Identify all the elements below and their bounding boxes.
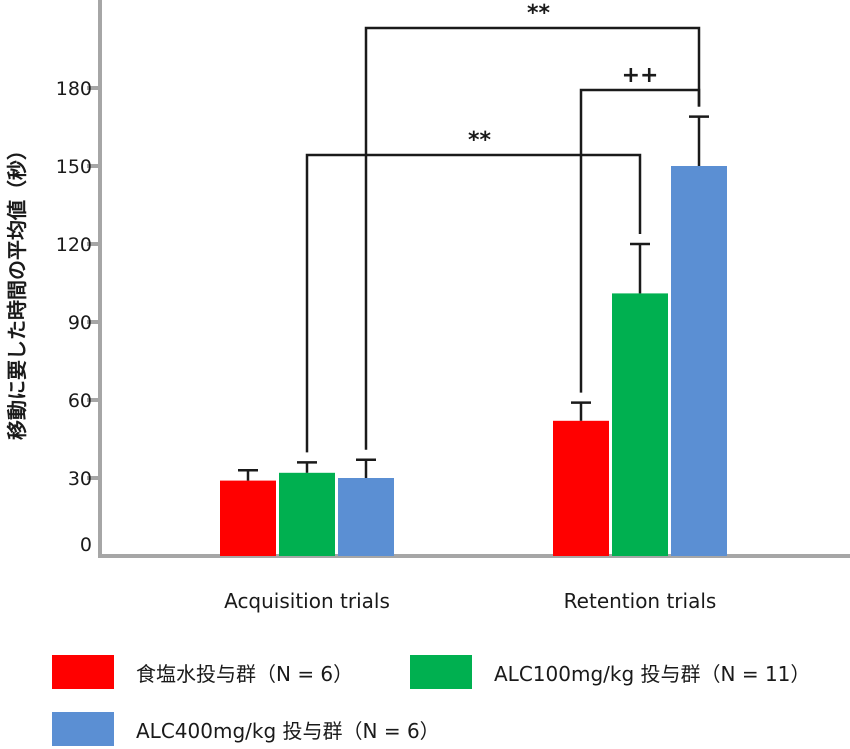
significance-label: ** bbox=[468, 128, 492, 153]
bar bbox=[612, 293, 668, 556]
significance-label: ** bbox=[527, 1, 551, 26]
y-tick-label: 120 bbox=[56, 234, 92, 256]
error-bars bbox=[238, 115, 709, 481]
significance-bracket bbox=[364, 26, 701, 450]
significance-bracket bbox=[305, 153, 642, 453]
bars bbox=[220, 166, 727, 556]
y-axis-label: 移動に要した時間の平均値（秒） bbox=[5, 140, 29, 440]
significance-label: ++ bbox=[622, 63, 659, 88]
significance-brackets: ** ++ ** bbox=[305, 1, 701, 453]
axis-labels: Acquisition trials Retention trials 移動に要した… bbox=[5, 140, 716, 613]
y-tick-label: 60 bbox=[68, 390, 92, 412]
bar bbox=[553, 420, 609, 556]
y-tick-label: 150 bbox=[56, 156, 92, 178]
bar bbox=[338, 478, 394, 556]
y-tick-label: 180 bbox=[56, 78, 92, 100]
bar bbox=[671, 166, 727, 556]
bar bbox=[279, 472, 335, 556]
category-label: Retention trials bbox=[564, 589, 717, 613]
axes: 0 30 60 90 120 150 180 bbox=[56, 0, 850, 558]
bar bbox=[220, 480, 276, 556]
category-label: Acquisition trials bbox=[224, 589, 390, 613]
y-tick-label: 30 bbox=[68, 468, 92, 490]
significance-bracket bbox=[579, 88, 701, 393]
y-tick-label: 0 bbox=[80, 534, 92, 556]
y-tick-label: 90 bbox=[68, 312, 92, 334]
